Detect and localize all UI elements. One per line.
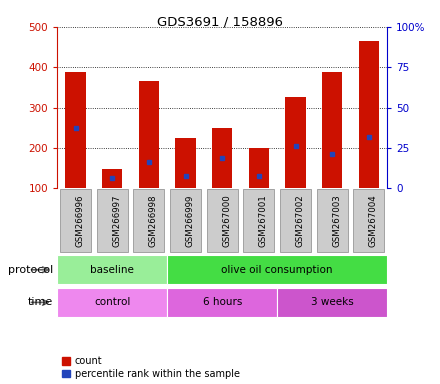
- Bar: [322, 73, 342, 188]
- FancyBboxPatch shape: [167, 255, 387, 285]
- Text: GDS3691 / 158896: GDS3691 / 158896: [157, 15, 283, 28]
- Bar: [139, 81, 159, 188]
- FancyBboxPatch shape: [167, 288, 277, 317]
- Text: time: time: [28, 297, 53, 308]
- FancyBboxPatch shape: [60, 189, 91, 252]
- Text: baseline: baseline: [90, 265, 134, 275]
- Text: GSM267000: GSM267000: [222, 194, 231, 247]
- FancyBboxPatch shape: [280, 189, 311, 252]
- Bar: [102, 169, 122, 188]
- FancyBboxPatch shape: [317, 189, 348, 252]
- Text: protocol: protocol: [7, 265, 53, 275]
- FancyBboxPatch shape: [353, 189, 385, 252]
- Text: GSM266997: GSM266997: [112, 195, 121, 247]
- Bar: [176, 138, 196, 188]
- FancyBboxPatch shape: [97, 189, 128, 252]
- Text: 6 hours: 6 hours: [202, 297, 242, 308]
- Bar: [359, 41, 379, 188]
- FancyBboxPatch shape: [243, 189, 275, 252]
- Bar: [286, 97, 306, 188]
- Text: GSM267002: GSM267002: [296, 194, 304, 247]
- Text: GSM266998: GSM266998: [149, 195, 158, 247]
- FancyBboxPatch shape: [170, 189, 201, 252]
- Text: GSM266999: GSM266999: [186, 195, 194, 247]
- FancyBboxPatch shape: [57, 288, 167, 317]
- FancyBboxPatch shape: [133, 189, 165, 252]
- Bar: [249, 148, 269, 188]
- Bar: [66, 73, 86, 188]
- Text: GSM266996: GSM266996: [76, 195, 84, 247]
- FancyBboxPatch shape: [57, 255, 167, 285]
- Text: GSM267001: GSM267001: [259, 194, 268, 247]
- Text: olive oil consumption: olive oil consumption: [221, 265, 333, 275]
- Text: GSM267004: GSM267004: [369, 194, 378, 247]
- FancyBboxPatch shape: [277, 288, 387, 317]
- Text: 3 weeks: 3 weeks: [311, 297, 354, 308]
- Legend: count, percentile rank within the sample: count, percentile rank within the sample: [62, 356, 240, 379]
- Bar: [212, 129, 232, 188]
- Text: GSM267003: GSM267003: [332, 194, 341, 247]
- FancyBboxPatch shape: [207, 189, 238, 252]
- Text: control: control: [94, 297, 130, 308]
